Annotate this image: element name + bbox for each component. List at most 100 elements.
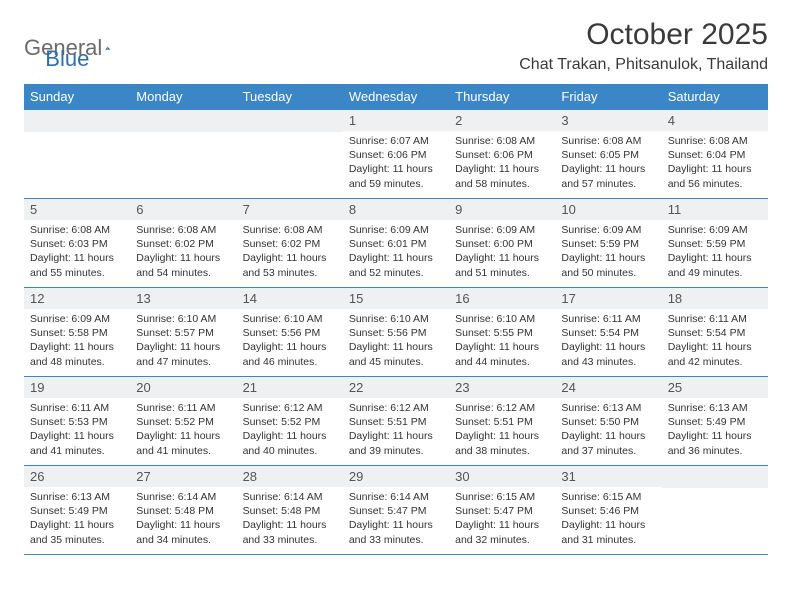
daylight-text: Daylight: 11 hours and 44 minutes. xyxy=(455,340,549,368)
day-cell: 11Sunrise: 6:09 AMSunset: 5:59 PMDayligh… xyxy=(662,199,768,287)
daylight-text: Daylight: 11 hours and 31 minutes. xyxy=(561,518,655,546)
day-number-empty xyxy=(130,110,236,132)
sunrise-text: Sunrise: 6:08 AM xyxy=(668,134,762,148)
sunset-text: Sunset: 5:56 PM xyxy=(349,326,443,340)
day-number: 19 xyxy=(24,377,130,398)
day-cell: 16Sunrise: 6:10 AMSunset: 5:55 PMDayligh… xyxy=(449,288,555,376)
daylight-text: Daylight: 11 hours and 38 minutes. xyxy=(455,429,549,457)
day-cell: 1Sunrise: 6:07 AMSunset: 6:06 PMDaylight… xyxy=(343,110,449,198)
day-number: 28 xyxy=(237,466,343,487)
day-cell: 6Sunrise: 6:08 AMSunset: 6:02 PMDaylight… xyxy=(130,199,236,287)
daylight-text: Daylight: 11 hours and 32 minutes. xyxy=(455,518,549,546)
day-cell: 24Sunrise: 6:13 AMSunset: 5:50 PMDayligh… xyxy=(555,377,661,465)
sunset-text: Sunset: 5:47 PM xyxy=(455,504,549,518)
sunrise-text: Sunrise: 6:09 AM xyxy=(455,223,549,237)
sunset-text: Sunset: 5:51 PM xyxy=(455,415,549,429)
day-number: 17 xyxy=(555,288,661,309)
week-row: 26Sunrise: 6:13 AMSunset: 5:49 PMDayligh… xyxy=(24,465,768,555)
sunrise-text: Sunrise: 6:14 AM xyxy=(243,490,337,504)
day-cell: 10Sunrise: 6:09 AMSunset: 5:59 PMDayligh… xyxy=(555,199,661,287)
daylight-text: Daylight: 11 hours and 51 minutes. xyxy=(455,251,549,279)
sunset-text: Sunset: 5:48 PM xyxy=(136,504,230,518)
weekday-header: Tuesday xyxy=(237,84,343,109)
daylight-text: Daylight: 11 hours and 50 minutes. xyxy=(561,251,655,279)
sunset-text: Sunset: 6:05 PM xyxy=(561,148,655,162)
day-number: 1 xyxy=(343,110,449,131)
logo-text-blue: Blue xyxy=(45,46,89,72)
sunset-text: Sunset: 5:49 PM xyxy=(30,504,124,518)
day-number: 26 xyxy=(24,466,130,487)
day-number: 18 xyxy=(662,288,768,309)
day-number: 22 xyxy=(343,377,449,398)
day-details: Sunrise: 6:08 AMSunset: 6:02 PMDaylight:… xyxy=(130,220,236,284)
sunrise-text: Sunrise: 6:13 AM xyxy=(668,401,762,415)
day-cell: 5Sunrise: 6:08 AMSunset: 6:03 PMDaylight… xyxy=(24,199,130,287)
daylight-text: Daylight: 11 hours and 43 minutes. xyxy=(561,340,655,368)
daylight-text: Daylight: 11 hours and 58 minutes. xyxy=(455,162,549,190)
sunset-text: Sunset: 5:55 PM xyxy=(455,326,549,340)
daylight-text: Daylight: 11 hours and 45 minutes. xyxy=(349,340,443,368)
day-cell: 3Sunrise: 6:08 AMSunset: 6:05 PMDaylight… xyxy=(555,110,661,198)
sunrise-text: Sunrise: 6:12 AM xyxy=(243,401,337,415)
day-number: 9 xyxy=(449,199,555,220)
weekday-header-row: Sunday Monday Tuesday Wednesday Thursday… xyxy=(24,84,768,109)
day-cell: 13Sunrise: 6:10 AMSunset: 5:57 PMDayligh… xyxy=(130,288,236,376)
day-details: Sunrise: 6:14 AMSunset: 5:48 PMDaylight:… xyxy=(130,487,236,551)
day-details: Sunrise: 6:13 AMSunset: 5:49 PMDaylight:… xyxy=(24,487,130,551)
day-cell: 19Sunrise: 6:11 AMSunset: 5:53 PMDayligh… xyxy=(24,377,130,465)
sunset-text: Sunset: 5:54 PM xyxy=(561,326,655,340)
sunset-text: Sunset: 6:02 PM xyxy=(243,237,337,251)
day-number-empty xyxy=(237,110,343,132)
day-number: 31 xyxy=(555,466,661,487)
day-cell: 12Sunrise: 6:09 AMSunset: 5:58 PMDayligh… xyxy=(24,288,130,376)
day-details: Sunrise: 6:11 AMSunset: 5:54 PMDaylight:… xyxy=(555,309,661,373)
day-cell xyxy=(130,110,236,198)
day-details: Sunrise: 6:10 AMSunset: 5:56 PMDaylight:… xyxy=(237,309,343,373)
sunset-text: Sunset: 5:59 PM xyxy=(668,237,762,251)
sunrise-text: Sunrise: 6:08 AM xyxy=(455,134,549,148)
daylight-text: Daylight: 11 hours and 53 minutes. xyxy=(243,251,337,279)
day-details: Sunrise: 6:11 AMSunset: 5:52 PMDaylight:… xyxy=(130,398,236,462)
sunset-text: Sunset: 5:47 PM xyxy=(349,504,443,518)
day-cell: 29Sunrise: 6:14 AMSunset: 5:47 PMDayligh… xyxy=(343,466,449,554)
sunrise-text: Sunrise: 6:10 AM xyxy=(455,312,549,326)
daylight-text: Daylight: 11 hours and 40 minutes. xyxy=(243,429,337,457)
daylight-text: Daylight: 11 hours and 41 minutes. xyxy=(136,429,230,457)
day-cell: 15Sunrise: 6:10 AMSunset: 5:56 PMDayligh… xyxy=(343,288,449,376)
week-row: 12Sunrise: 6:09 AMSunset: 5:58 PMDayligh… xyxy=(24,287,768,376)
day-number: 11 xyxy=(662,199,768,220)
sunrise-text: Sunrise: 6:07 AM xyxy=(349,134,443,148)
daylight-text: Daylight: 11 hours and 54 minutes. xyxy=(136,251,230,279)
day-number: 13 xyxy=(130,288,236,309)
day-number: 25 xyxy=(662,377,768,398)
day-number: 2 xyxy=(449,110,555,131)
sunset-text: Sunset: 5:58 PM xyxy=(30,326,124,340)
day-cell: 22Sunrise: 6:12 AMSunset: 5:51 PMDayligh… xyxy=(343,377,449,465)
day-cell: 20Sunrise: 6:11 AMSunset: 5:52 PMDayligh… xyxy=(130,377,236,465)
day-number: 15 xyxy=(343,288,449,309)
daylight-text: Daylight: 11 hours and 49 minutes. xyxy=(668,251,762,279)
sunset-text: Sunset: 5:52 PM xyxy=(136,415,230,429)
day-cell: 26Sunrise: 6:13 AMSunset: 5:49 PMDayligh… xyxy=(24,466,130,554)
day-details: Sunrise: 6:09 AMSunset: 6:01 PMDaylight:… xyxy=(343,220,449,284)
daylight-text: Daylight: 11 hours and 56 minutes. xyxy=(668,162,762,190)
sunrise-text: Sunrise: 6:11 AM xyxy=(668,312,762,326)
day-number: 10 xyxy=(555,199,661,220)
weekday-header: Thursday xyxy=(449,84,555,109)
day-details: Sunrise: 6:14 AMSunset: 5:48 PMDaylight:… xyxy=(237,487,343,551)
day-cell: 4Sunrise: 6:08 AMSunset: 6:04 PMDaylight… xyxy=(662,110,768,198)
day-details: Sunrise: 6:10 AMSunset: 5:57 PMDaylight:… xyxy=(130,309,236,373)
day-details: Sunrise: 6:09 AMSunset: 5:59 PMDaylight:… xyxy=(662,220,768,284)
daylight-text: Daylight: 11 hours and 41 minutes. xyxy=(30,429,124,457)
day-details: Sunrise: 6:14 AMSunset: 5:47 PMDaylight:… xyxy=(343,487,449,551)
daylight-text: Daylight: 11 hours and 52 minutes. xyxy=(349,251,443,279)
day-cell: 9Sunrise: 6:09 AMSunset: 6:00 PMDaylight… xyxy=(449,199,555,287)
day-details: Sunrise: 6:08 AMSunset: 6:04 PMDaylight:… xyxy=(662,131,768,195)
sunrise-text: Sunrise: 6:08 AM xyxy=(243,223,337,237)
day-details: Sunrise: 6:09 AMSunset: 6:00 PMDaylight:… xyxy=(449,220,555,284)
sunrise-text: Sunrise: 6:08 AM xyxy=(30,223,124,237)
sunset-text: Sunset: 5:50 PM xyxy=(561,415,655,429)
sunrise-text: Sunrise: 6:12 AM xyxy=(349,401,443,415)
day-details: Sunrise: 6:07 AMSunset: 6:06 PMDaylight:… xyxy=(343,131,449,195)
day-number: 23 xyxy=(449,377,555,398)
